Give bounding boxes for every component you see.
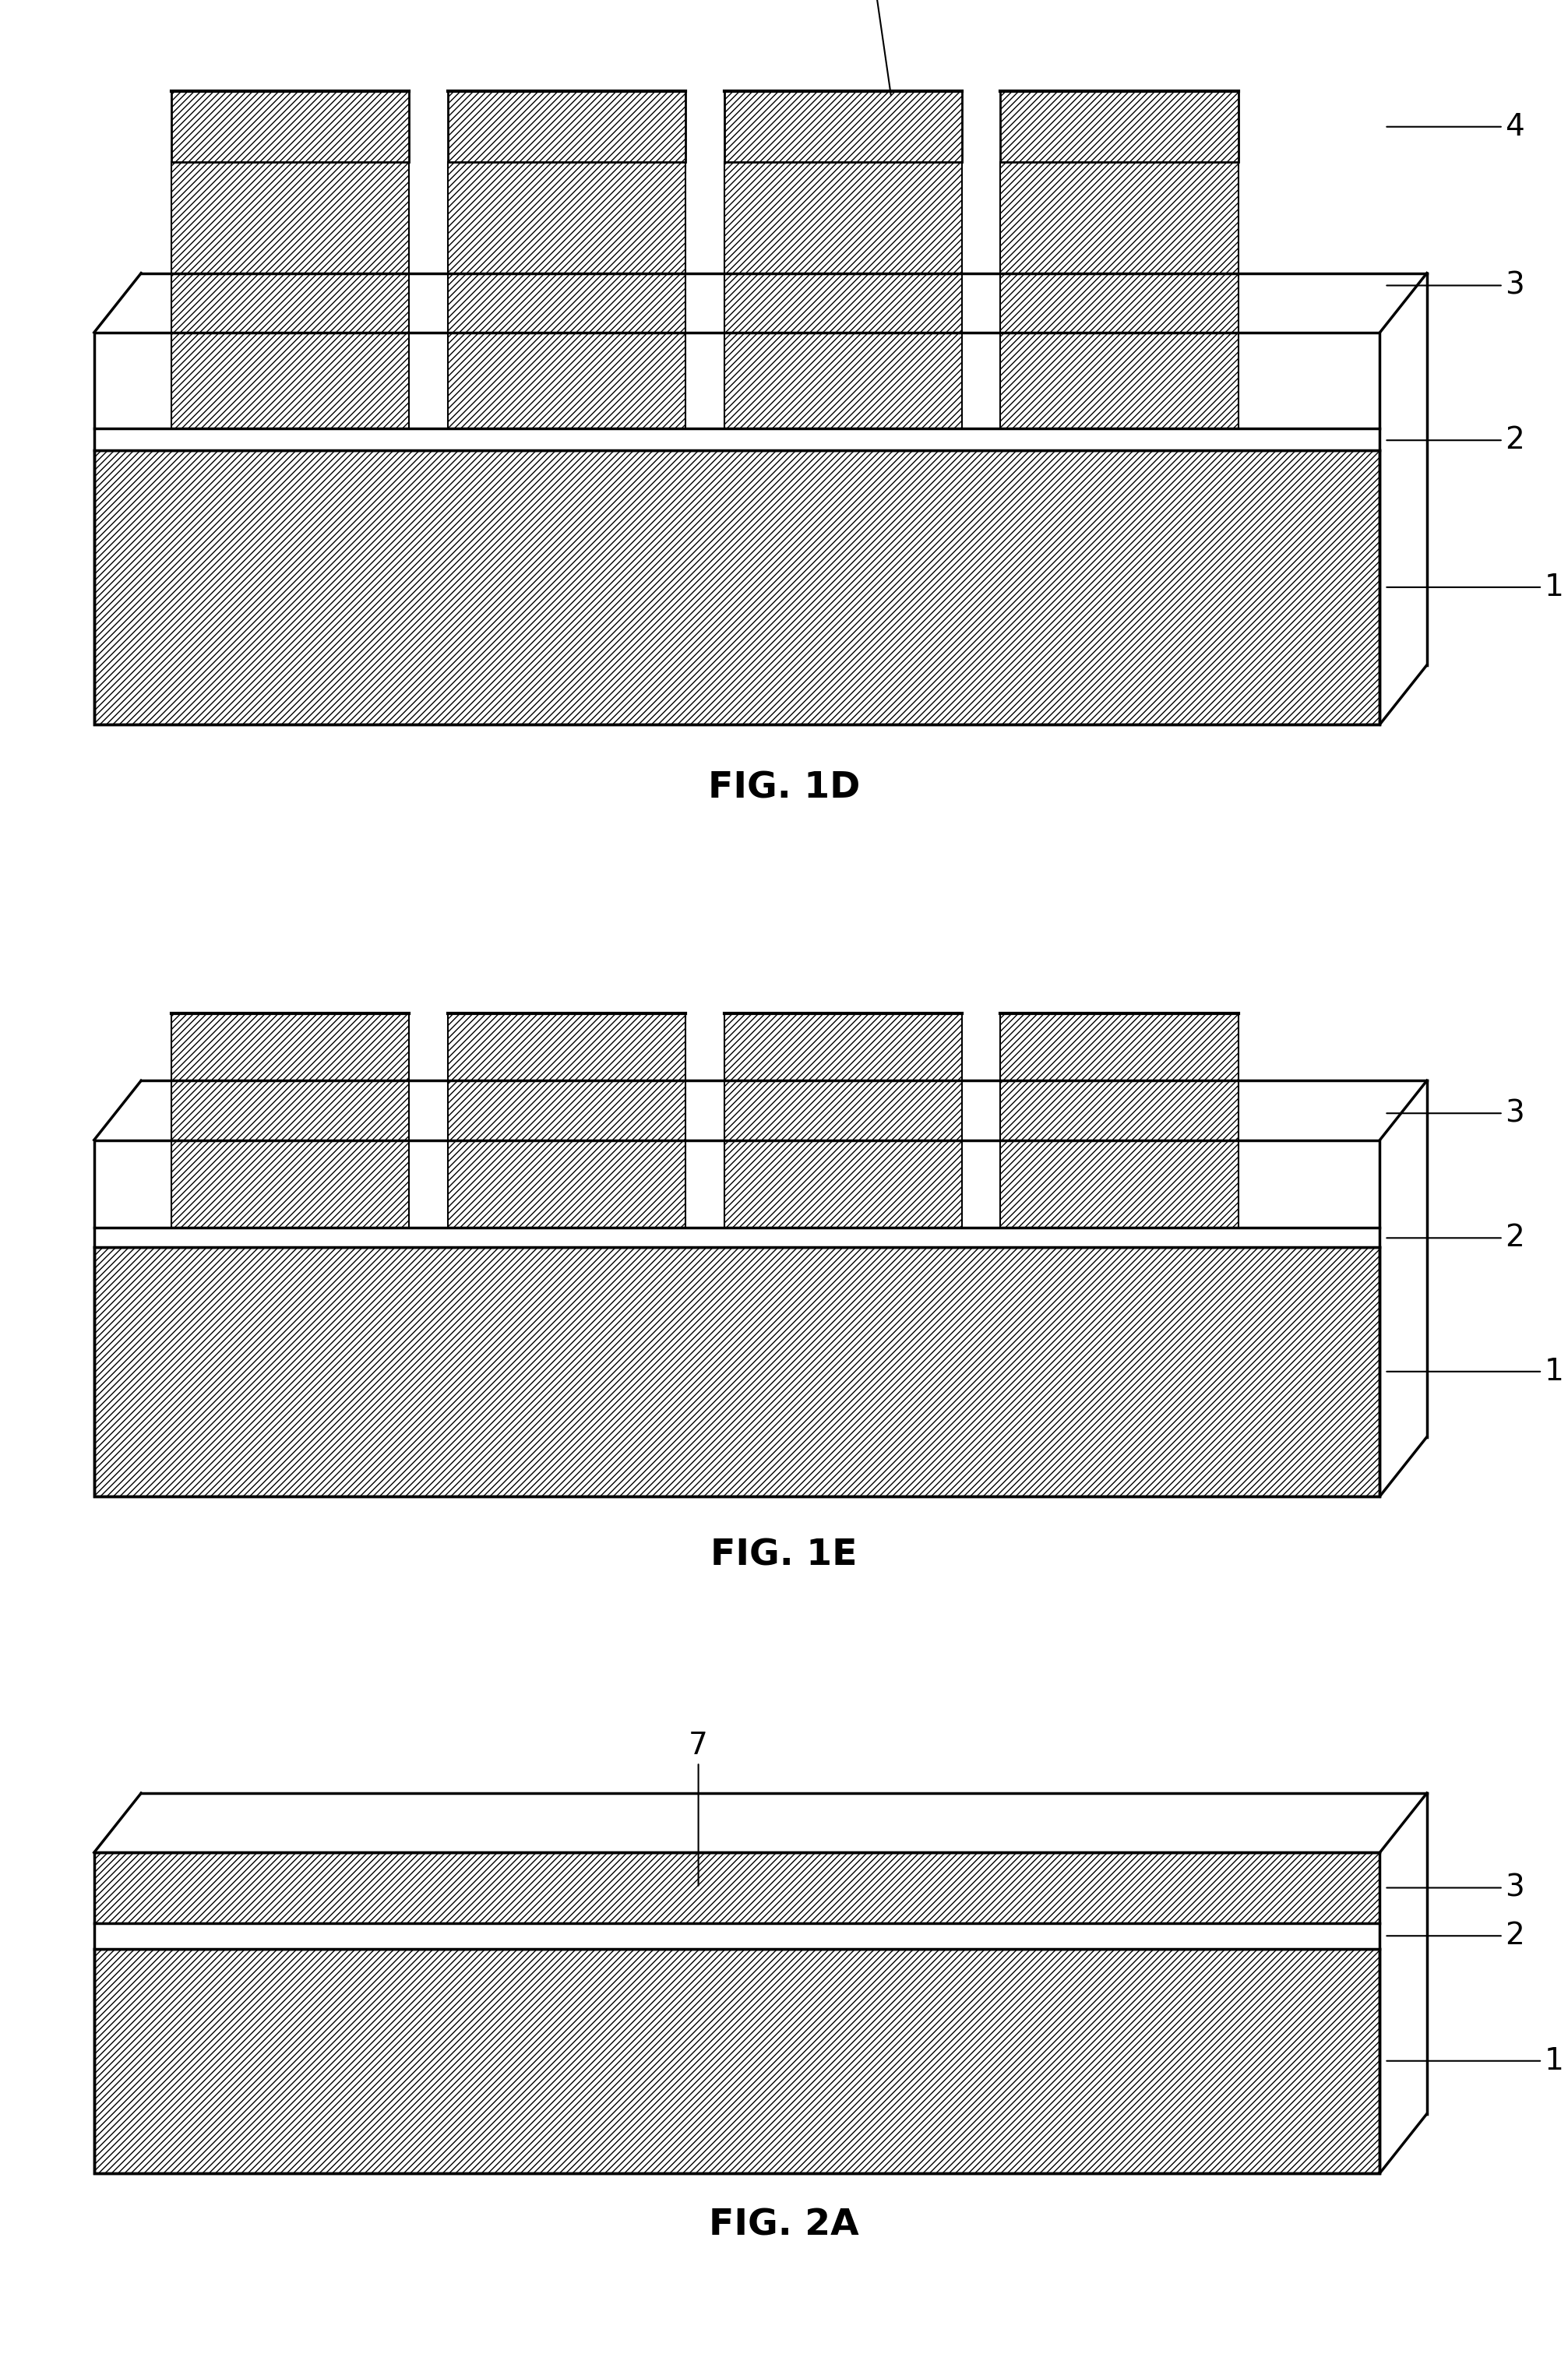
Text: 7: 7 <box>688 1731 709 1886</box>
Text: FIG. 2A: FIG. 2A <box>709 2209 859 2242</box>
Bar <box>171 93 409 162</box>
Bar <box>448 93 685 162</box>
Text: 4: 4 <box>1386 112 1524 142</box>
Bar <box>409 162 448 427</box>
Text: FIG. 1D: FIG. 1D <box>707 772 861 805</box>
Bar <box>1000 162 1239 427</box>
Bar <box>1000 1014 1239 1228</box>
Text: 2: 2 <box>1386 425 1524 456</box>
Bar <box>685 162 724 427</box>
Bar <box>94 451 1380 724</box>
Bar <box>94 332 1380 427</box>
Bar <box>724 1014 963 1228</box>
Text: 1: 1 <box>1386 1356 1563 1387</box>
Bar <box>94 1247 1380 1496</box>
Bar <box>1239 162 1380 427</box>
Text: 2: 2 <box>1386 1223 1524 1252</box>
Text: 3: 3 <box>1386 271 1524 299</box>
Bar <box>94 427 1380 451</box>
Bar <box>171 162 409 427</box>
Text: 2: 2 <box>1386 1921 1524 1950</box>
Text: 6: 6 <box>856 0 891 95</box>
Bar <box>94 1228 1380 1247</box>
Text: FIG. 1E: FIG. 1E <box>710 1539 858 1572</box>
Text: 1: 1 <box>1386 572 1563 601</box>
Bar <box>1000 93 1239 162</box>
Bar <box>724 93 963 162</box>
Text: 3: 3 <box>1386 1100 1524 1128</box>
Text: 3: 3 <box>1386 1874 1524 1902</box>
Bar <box>963 162 1000 427</box>
Bar <box>94 162 171 427</box>
Bar <box>448 162 685 427</box>
Bar <box>448 1014 685 1228</box>
Bar <box>94 1924 1380 1947</box>
Bar <box>171 1014 409 1228</box>
Bar <box>724 162 963 427</box>
Text: 1: 1 <box>1386 2047 1563 2076</box>
Bar <box>94 1853 1380 1924</box>
Bar <box>94 1947 1380 2173</box>
